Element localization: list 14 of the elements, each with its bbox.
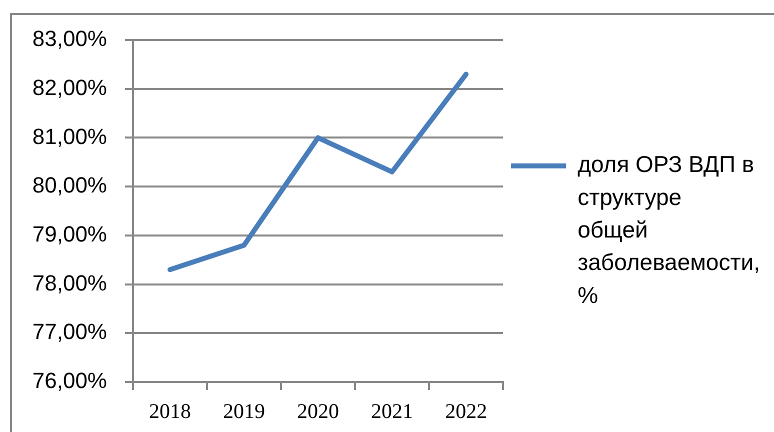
y-tick-label: 81,00%	[32, 124, 107, 149]
x-tick-label: 2018	[149, 399, 192, 424]
y-tick-label: 76,00%	[32, 368, 107, 394]
x-tick-label: 2020	[297, 399, 340, 424]
x-tick-label: 2019	[223, 399, 266, 424]
x-tick-label: 2022	[445, 399, 488, 424]
x-tick-label: 2021	[371, 399, 414, 424]
y-tick-label: 77,00%	[32, 319, 107, 344]
y-tick-label: 78,00%	[32, 270, 107, 296]
y-tick-label: 79,00%	[32, 221, 107, 246]
y-tick-label: 83,00%	[32, 26, 107, 52]
legend-label: доля ОРЗ ВДП в структуре общей заболеваемости, %	[578, 151, 760, 308]
y-tick-label: 80,00%	[32, 172, 107, 198]
y-tick-label: 82,00%	[32, 74, 107, 100]
